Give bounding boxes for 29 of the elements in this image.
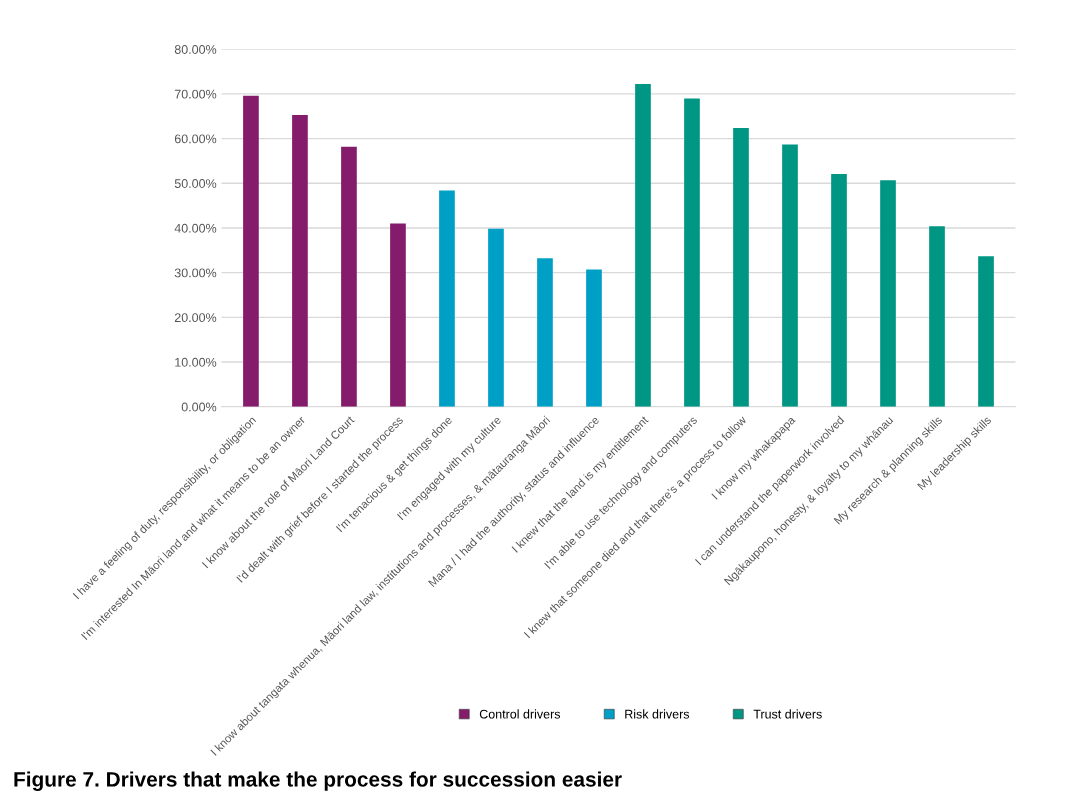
y-tick-label: 20.00% [174, 313, 217, 323]
text: Figure 7. Drivers that make the process for succession easier [14, 771, 622, 791]
y-tick-label: 40.00% [174, 223, 217, 233]
y-tick-label: 10.00% [175, 357, 217, 367]
legend-label: Trust drivers [753, 709, 822, 719]
y-tick-label: 0.00% [181, 402, 217, 412]
bar [978, 256, 994, 407]
bar [390, 223, 406, 407]
bar [831, 173, 847, 407]
bar [439, 190, 455, 407]
bar [635, 84, 651, 407]
y-tick-label: 30.00% [174, 268, 217, 278]
bar [929, 226, 945, 407]
bar [684, 98, 700, 407]
bar [880, 180, 896, 407]
y-tick-label: 70.00% [174, 89, 217, 99]
bar [341, 146, 357, 407]
bar [537, 258, 553, 407]
bar [586, 269, 602, 407]
y-tick-label: 60.00% [174, 134, 217, 144]
legend-label: Risk drivers [625, 709, 690, 719]
y-tick-label: 80.00% [174, 45, 217, 54]
bar [243, 95, 259, 407]
bar [782, 144, 798, 407]
legend-label: Control drivers [479, 709, 561, 719]
bar [292, 114, 308, 407]
y-tick-label: 50.00% [174, 179, 217, 188]
bar [733, 127, 749, 407]
bar [488, 228, 504, 407]
